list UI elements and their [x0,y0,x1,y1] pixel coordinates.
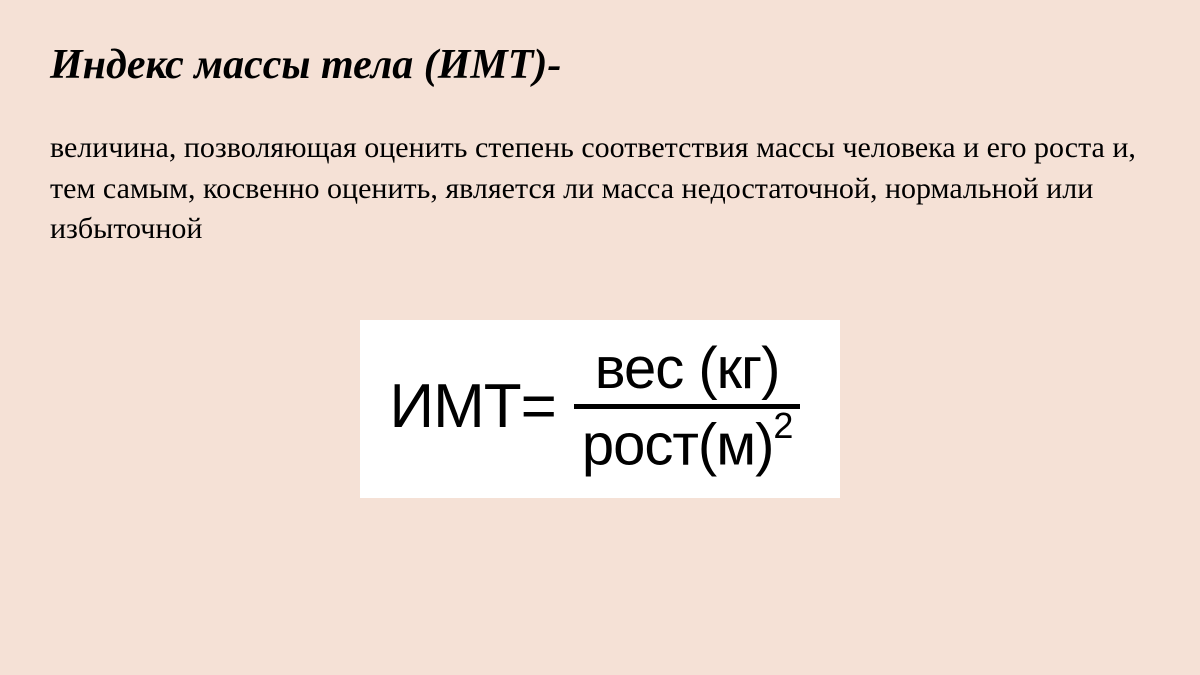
denominator-base: рост(м) [582,412,774,477]
formula-left-side: ИМТ= [390,371,556,442]
slide-title: Индекс массы тела (ИМТ)- [50,40,1150,90]
denominator-exponent: 2 [773,405,792,446]
formula-box: ИМТ= вес (кг) рост(м)2 [360,320,841,498]
formula-denominator: рост(м)2 [574,409,801,478]
formula-numerator: вес (кг) [587,335,788,404]
formula-container: ИМТ= вес (кг) рост(м)2 [50,320,1150,498]
formula-fraction: вес (кг) рост(м)2 [574,335,801,478]
slide-description: величина, позволяющая оценить степень со… [50,128,1150,250]
